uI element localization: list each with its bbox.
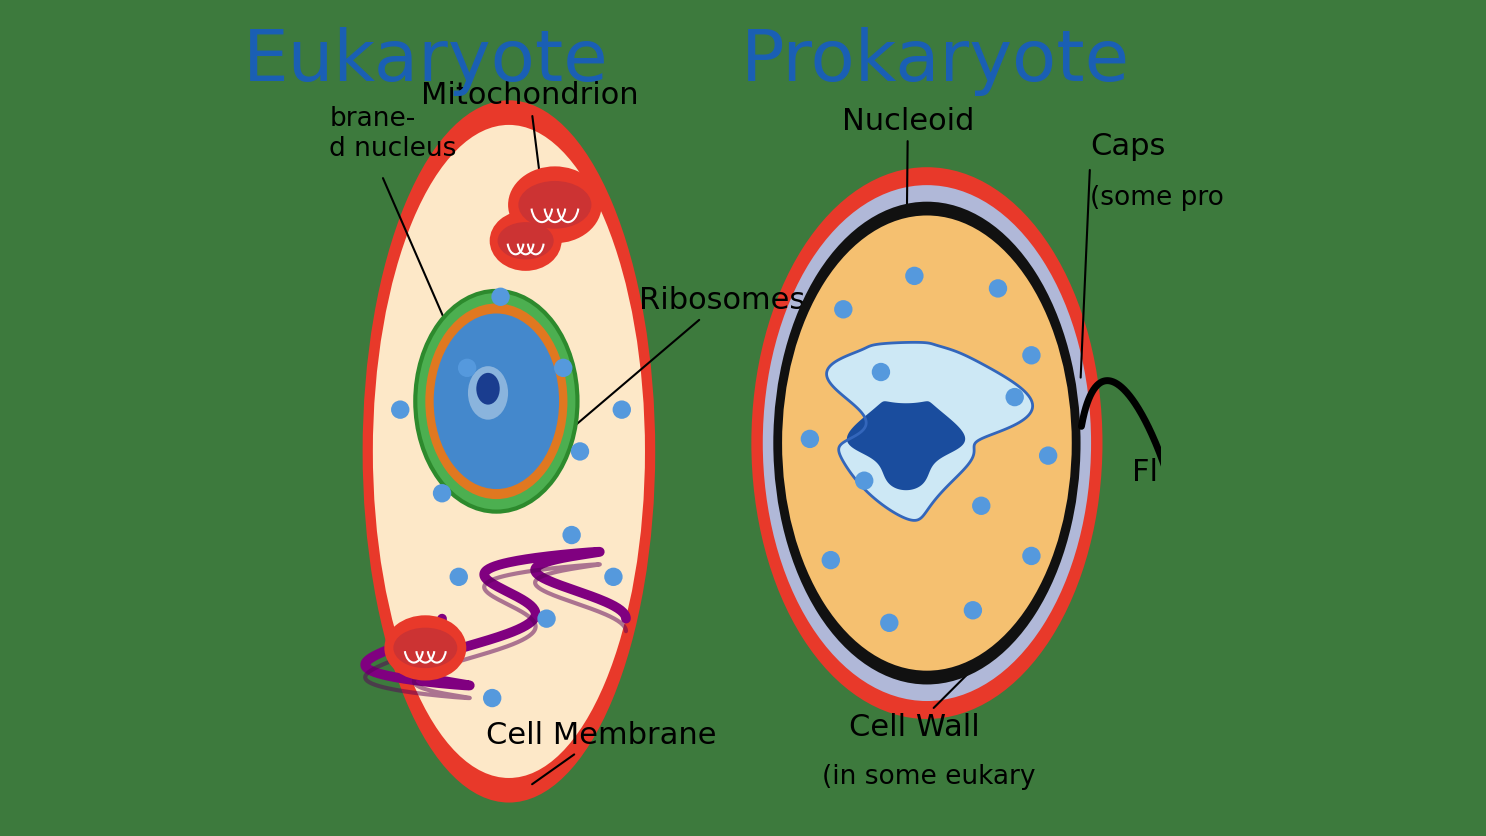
Text: Nucleoid: Nucleoid <box>841 106 973 298</box>
Ellipse shape <box>490 211 562 271</box>
Ellipse shape <box>1022 346 1040 364</box>
Text: Cell Membrane: Cell Membrane <box>486 721 716 784</box>
Ellipse shape <box>450 568 468 586</box>
Text: Caps: Caps <box>1089 131 1165 161</box>
Ellipse shape <box>385 615 467 681</box>
Ellipse shape <box>492 288 510 306</box>
Polygon shape <box>826 343 1033 520</box>
Ellipse shape <box>425 303 568 499</box>
Ellipse shape <box>1022 547 1040 565</box>
Ellipse shape <box>477 373 499 405</box>
Ellipse shape <box>964 601 982 619</box>
Ellipse shape <box>752 167 1103 719</box>
Ellipse shape <box>762 185 1091 701</box>
Ellipse shape <box>519 181 591 229</box>
Ellipse shape <box>508 166 602 243</box>
Ellipse shape <box>1039 446 1058 465</box>
Ellipse shape <box>571 442 588 461</box>
Ellipse shape <box>905 267 924 285</box>
Ellipse shape <box>834 300 853 319</box>
Text: Ribosomes: Ribosomes <box>571 286 805 429</box>
Text: Cell Wall: Cell Wall <box>849 670 979 742</box>
Text: Fl: Fl <box>1132 457 1158 487</box>
Ellipse shape <box>880 614 899 632</box>
Ellipse shape <box>363 100 655 803</box>
Ellipse shape <box>458 359 477 377</box>
Ellipse shape <box>854 472 874 490</box>
Ellipse shape <box>554 359 572 377</box>
Ellipse shape <box>498 222 554 259</box>
Ellipse shape <box>988 279 1008 298</box>
Ellipse shape <box>612 400 632 419</box>
Ellipse shape <box>434 314 559 489</box>
Ellipse shape <box>432 484 452 502</box>
Ellipse shape <box>415 291 578 512</box>
Ellipse shape <box>782 216 1071 670</box>
Ellipse shape <box>373 125 645 778</box>
Ellipse shape <box>1006 388 1024 406</box>
Ellipse shape <box>468 366 508 420</box>
Text: Mitochondrion: Mitochondrion <box>421 81 639 206</box>
Ellipse shape <box>822 551 840 569</box>
Ellipse shape <box>562 526 581 544</box>
Ellipse shape <box>394 628 458 668</box>
Ellipse shape <box>872 363 890 381</box>
Text: Eukaryote: Eukaryote <box>242 27 608 96</box>
Ellipse shape <box>972 497 991 515</box>
Polygon shape <box>847 401 966 490</box>
Ellipse shape <box>773 201 1080 685</box>
Text: brane-
d nucleus: brane- d nucleus <box>330 106 456 161</box>
Text: (some pro: (some pro <box>1089 185 1224 211</box>
Text: (in some eukary: (in some eukary <box>822 764 1036 790</box>
Ellipse shape <box>483 689 501 707</box>
Ellipse shape <box>801 430 819 448</box>
Text: Prokaryote: Prokaryote <box>740 27 1129 96</box>
Ellipse shape <box>605 568 623 586</box>
Ellipse shape <box>391 400 410 419</box>
Ellipse shape <box>538 609 556 628</box>
